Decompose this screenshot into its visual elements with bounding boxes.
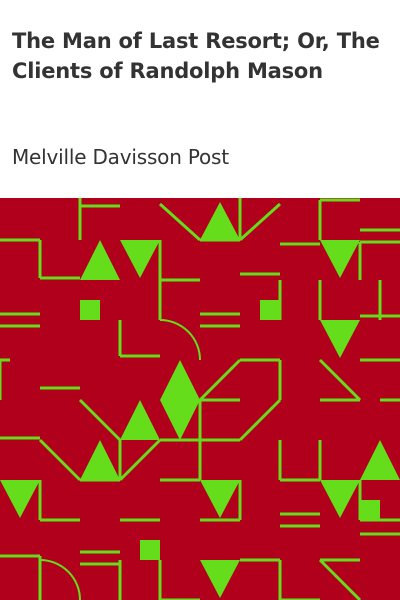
book-author: Melville Davisson Post [12, 145, 229, 169]
pattern-arcs [39, 319, 201, 600]
cover-pattern [0, 198, 400, 600]
pattern-shapes [0, 202, 400, 598]
book-title: The Man of Last Resort; Or, The Clients … [12, 29, 380, 83]
cover-header: The Man of Last Resort; Or, The Clients … [0, 0, 400, 198]
